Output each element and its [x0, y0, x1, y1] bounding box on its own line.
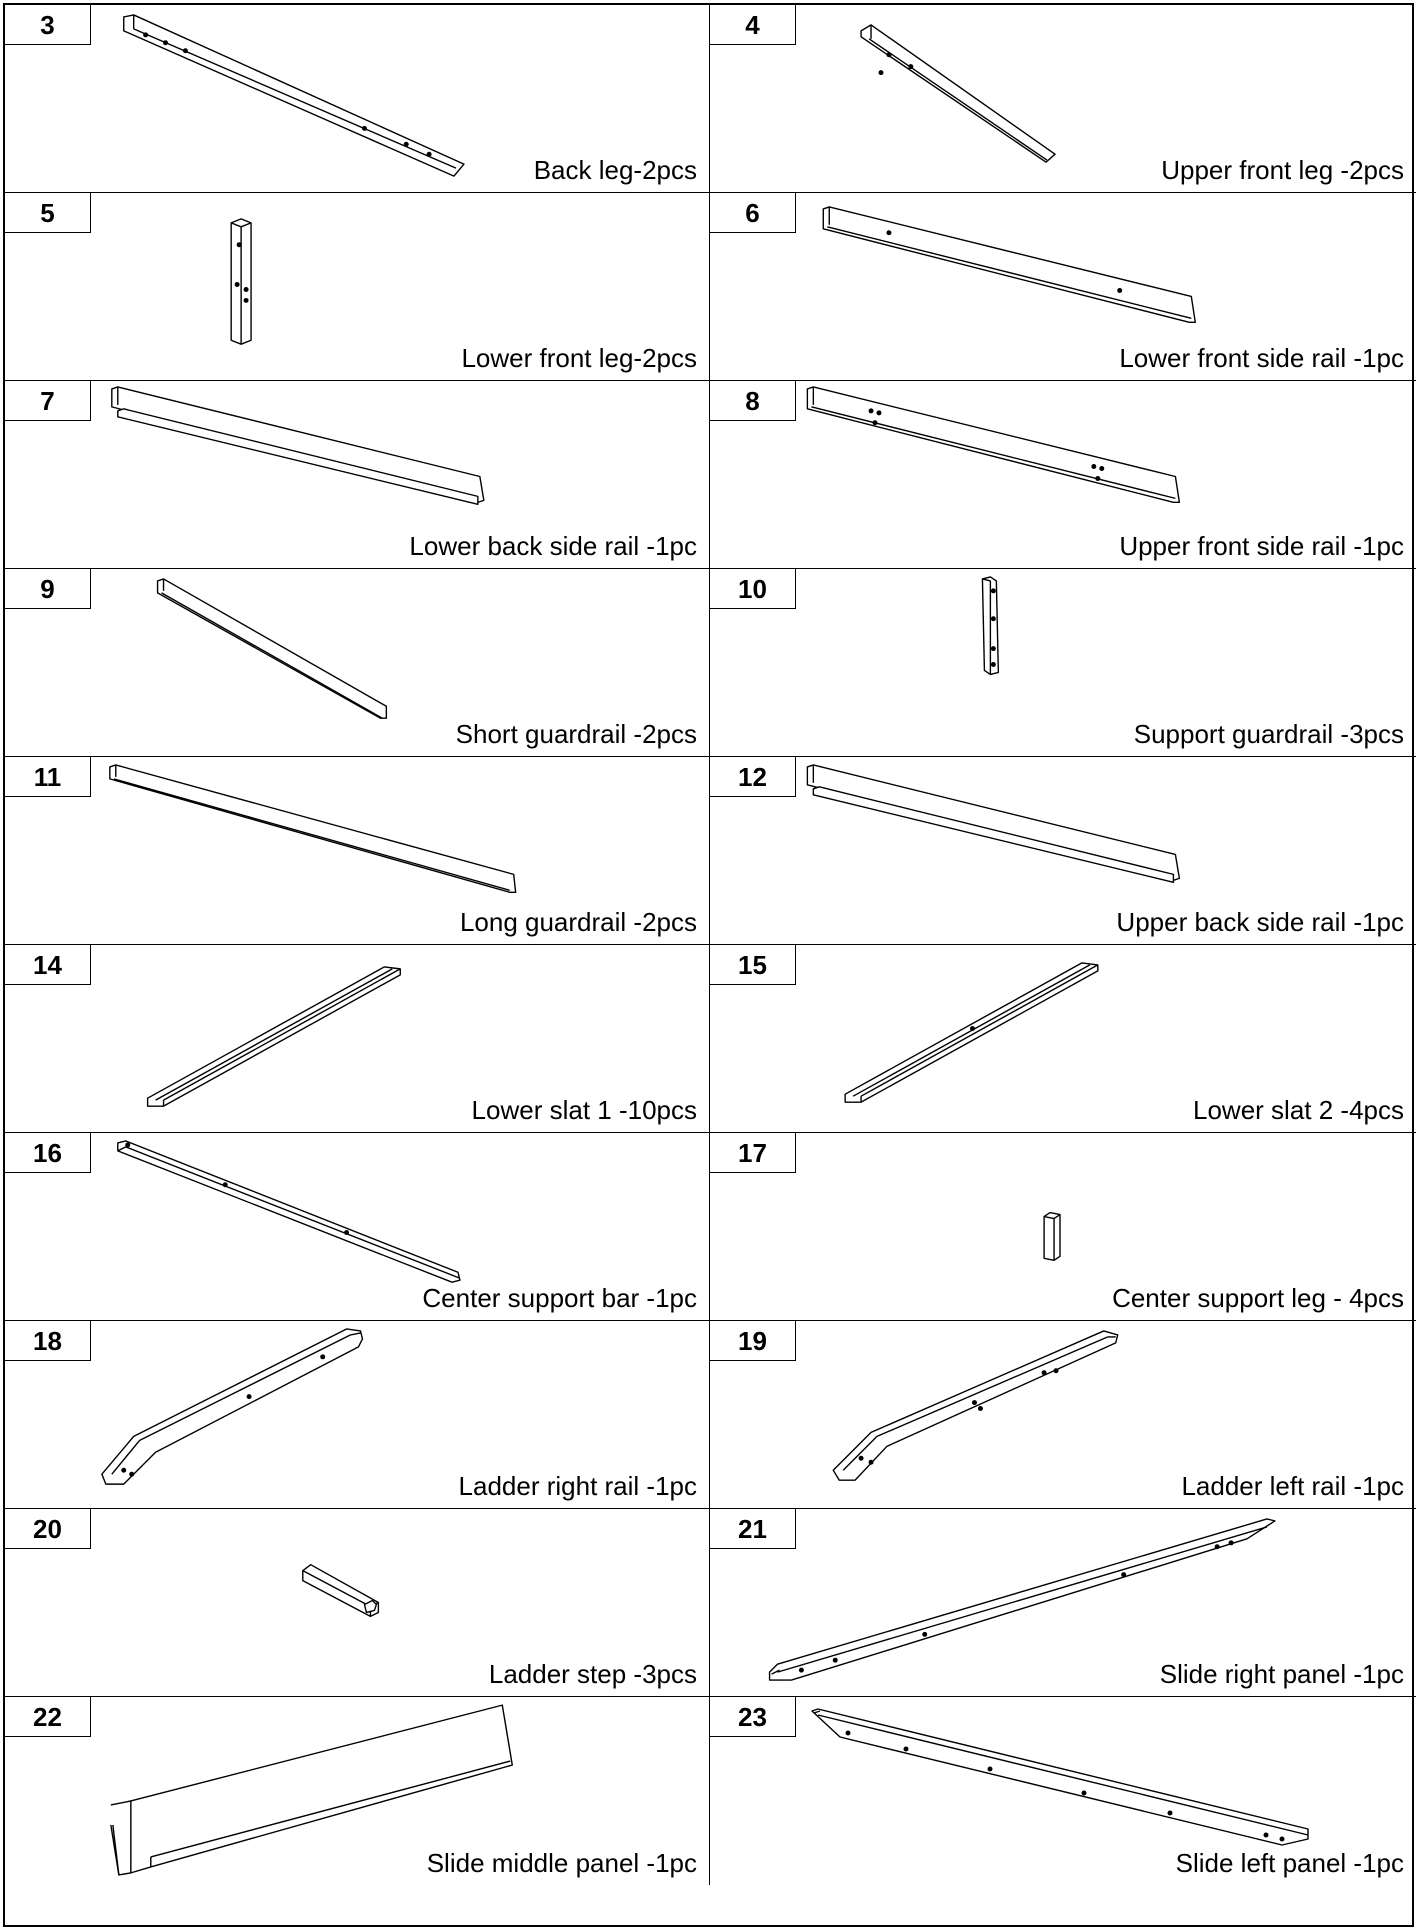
part-number: 12	[710, 757, 796, 797]
part-number: 22	[5, 1697, 91, 1737]
part-label: Long guardrail -2pcs	[459, 907, 697, 937]
part-label: Support guardrail -3pcs	[1133, 719, 1404, 749]
slide-middle-panel-illustration	[110, 1704, 513, 1876]
slide-right-panel-illustration	[768, 1518, 1276, 1681]
part-label: Upper front leg -2pcs	[1161, 155, 1404, 185]
part-label: Lower slat 1 -10pcs	[471, 1095, 697, 1125]
part-cell: 12 Upper back side rail -1pc	[710, 757, 1416, 945]
part-number: 14	[5, 945, 91, 985]
part-number: 23	[710, 1697, 796, 1737]
part-label: Center support bar -1pc	[422, 1283, 697, 1313]
part-number: 5	[5, 193, 91, 233]
back-leg-illustration	[123, 14, 465, 177]
slide-left-panel-illustration	[811, 1708, 1309, 1846]
part-number: 11	[5, 757, 91, 797]
part-cell: 22 Slide middle panel -1pc	[5, 1697, 710, 1885]
part-cell: 5 Lower front leg-2pcs	[5, 193, 710, 381]
part-number: 16	[5, 1133, 91, 1173]
support-guardrail-illustration	[981, 576, 1000, 676]
ladder-right-rail-illustration	[101, 1328, 364, 1485]
lower-slat-1-illustration	[146, 966, 401, 1107]
part-label: Lower slat 2 -4pcs	[1193, 1095, 1404, 1125]
part-cell: 10 Support guardrail -3pcs	[710, 569, 1416, 757]
part-label: Upper front side rail -1pc	[1119, 531, 1404, 561]
part-cell: 4 Upper front leg -2pcs	[710, 5, 1416, 193]
part-cell: 16 Center support bar -1pc	[5, 1133, 710, 1321]
part-cell: 21 Slide right panel -1pc	[710, 1509, 1416, 1697]
part-number: 20	[5, 1509, 91, 1549]
part-number: 8	[710, 381, 796, 421]
part-label: Back leg-2pcs	[533, 155, 697, 185]
part-cell: 14 Lower slat 1 -10pcs	[5, 945, 710, 1133]
part-label: Ladder step -3pcs	[488, 1659, 697, 1689]
part-cell: 15 Lower slat 2 -4pcs	[710, 945, 1416, 1133]
part-label: Lower front side rail -1pc	[1119, 343, 1404, 373]
part-label: Slide right panel -1pc	[1159, 1659, 1404, 1689]
part-label: Ladder left rail -1pc	[1181, 1471, 1404, 1501]
part-label: Lower back side rail -1pc	[409, 531, 697, 561]
part-cell: 23 Slide left panel -1pc	[710, 1697, 1416, 1885]
part-label: Slide middle panel -1pc	[426, 1848, 697, 1878]
part-cell: 19 Ladder left rail -1pc	[710, 1321, 1416, 1509]
part-label: Ladder right rail -1pc	[458, 1471, 697, 1501]
part-number: 21	[710, 1509, 796, 1549]
upper-front-side-rail-illustration	[806, 386, 1181, 504]
part-cell: 3 Back leg-2pcs	[5, 5, 710, 193]
part-cell: 9 Short guardrail -2pcs	[5, 569, 710, 757]
part-cell: 18 Ladder right rail -1pc	[5, 1321, 710, 1509]
part-number: 6	[710, 193, 796, 233]
part-cell: 17 Center support leg - 4pcs	[710, 1133, 1416, 1321]
long-guardrail-illustration	[109, 764, 517, 893]
ladder-step-illustration	[302, 1564, 380, 1618]
part-cell: 8 Upper front side rail -1pc	[710, 381, 1416, 569]
part-number: 3	[5, 5, 91, 45]
part-number: 7	[5, 381, 91, 421]
part-cell: 6 Lower front side rail -1pc	[710, 193, 1416, 381]
parts-list-sheet: 3 Back leg-2pcs 4 Upper front leg -2pcs …	[3, 3, 1416, 1927]
lower-slat-2-illustration	[844, 962, 1099, 1103]
part-number: 10	[710, 569, 796, 609]
part-cell: 20 Ladder step -3pcs	[5, 1509, 710, 1697]
upper-back-side-rail-illustration	[806, 764, 1181, 884]
part-number: 19	[710, 1321, 796, 1361]
part-number: 15	[710, 945, 796, 985]
lower-front-side-rail-illustration	[822, 206, 1196, 324]
lower-front-leg-illustration	[230, 218, 252, 345]
upper-front-leg-illustration	[860, 24, 1056, 163]
part-number: 17	[710, 1133, 796, 1173]
lower-back-side-rail-illustration	[111, 386, 485, 506]
part-number: 4	[710, 5, 796, 45]
part-label: Short guardrail -2pcs	[455, 719, 697, 749]
part-cell: 7 Lower back side rail -1pc	[5, 381, 710, 569]
part-label: Slide left panel -1pc	[1175, 1848, 1404, 1878]
part-label: Lower front leg-2pcs	[461, 343, 697, 373]
part-label: Center support leg - 4pcs	[1112, 1283, 1404, 1313]
part-number: 18	[5, 1321, 91, 1361]
part-label: Upper back side rail -1pc	[1116, 907, 1404, 937]
center-support-leg-illustration	[1043, 1211, 1061, 1262]
ladder-left-rail-illustration	[832, 1330, 1119, 1481]
short-guardrail-illustration	[156, 578, 388, 719]
part-cell: 11 Long guardrail -2pcs	[5, 757, 710, 945]
part-number: 9	[5, 569, 91, 609]
center-support-bar-illustration	[117, 1140, 461, 1283]
